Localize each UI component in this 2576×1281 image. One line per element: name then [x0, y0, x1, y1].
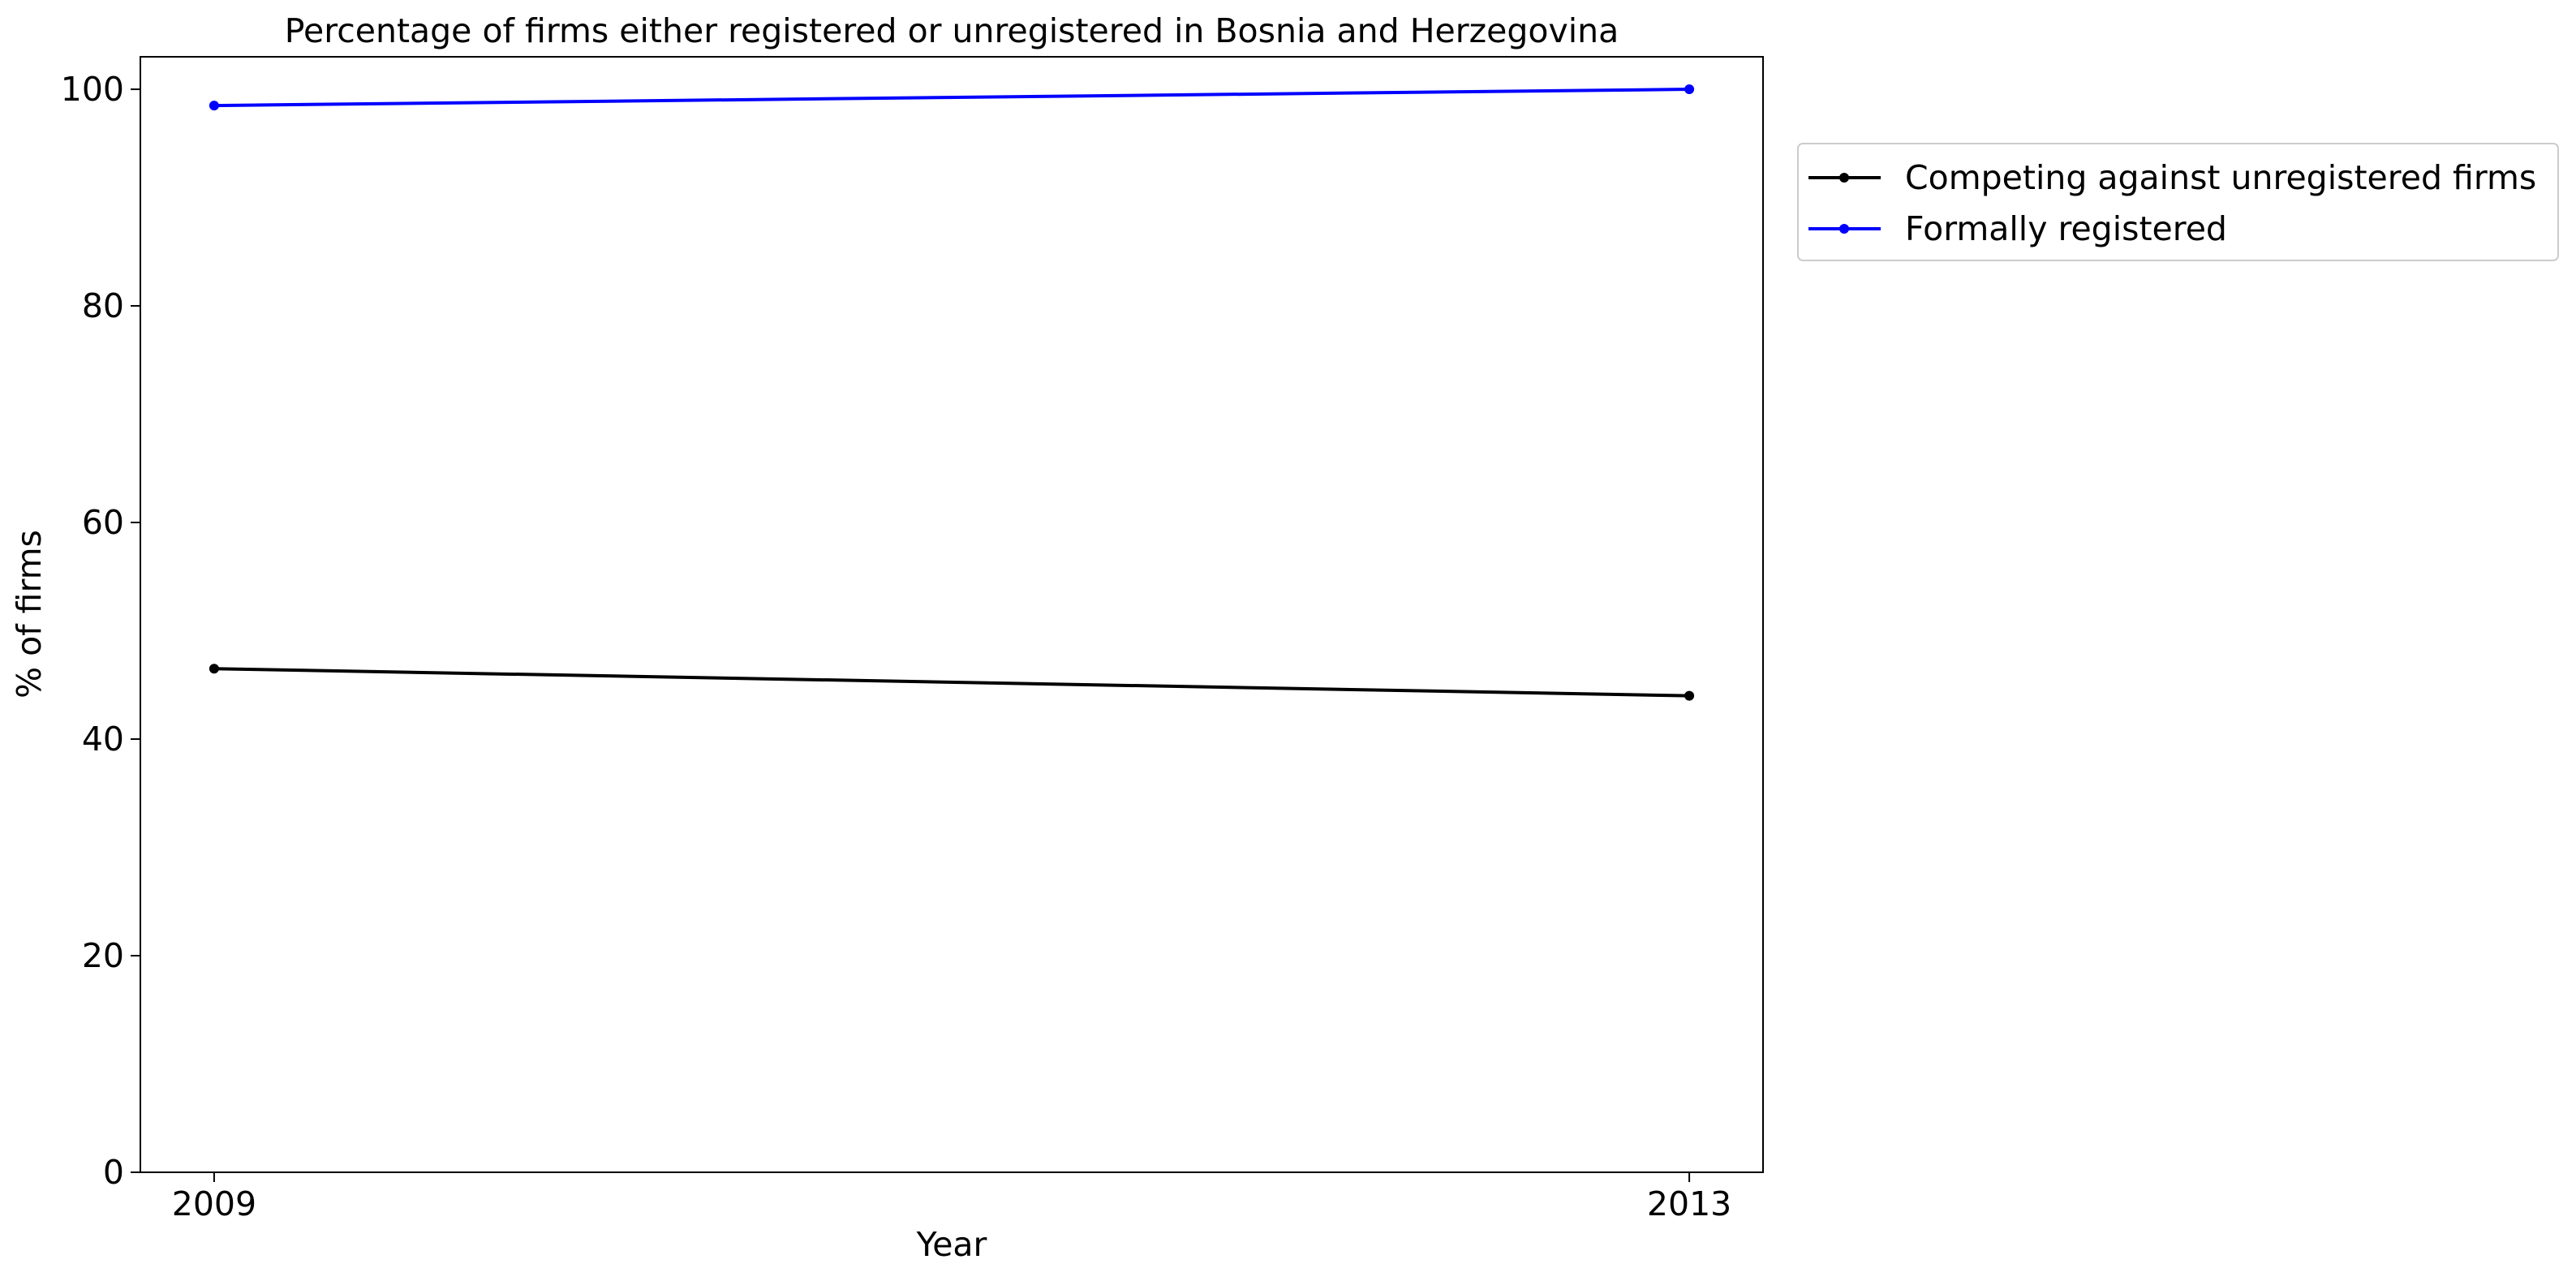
data-point: [1684, 690, 1695, 701]
data-point: [209, 664, 219, 674]
x-tick-label: 2009: [172, 1184, 256, 1223]
plot-area: [209, 84, 1695, 701]
legend-swatch-marker: [1839, 224, 1849, 234]
y-tick-label: 100: [61, 70, 124, 109]
legend-label: Formally registered: [1905, 209, 2227, 248]
legend-swatch-marker: [1839, 173, 1849, 183]
y-tick-label: 60: [82, 503, 124, 542]
series-line-1: [213, 667, 1690, 698]
x-axis-label: Year: [916, 1225, 987, 1264]
data-point: [209, 101, 219, 111]
y-tick-label: 40: [82, 720, 124, 759]
data-point: [1684, 84, 1695, 95]
x-axis: 2009 2013: [172, 1172, 1731, 1223]
y-tick-label: 0: [103, 1153, 124, 1192]
y-tick-label: 20: [82, 936, 124, 975]
y-axis: 0 20 40 60 80 100: [61, 70, 140, 1192]
plot-frame: [140, 56, 1764, 1173]
chart-title: Percentage of firms either registered or…: [285, 11, 1619, 50]
series-line-2: [213, 88, 1690, 108]
legend: Competing against unregistered firms Form…: [1797, 143, 2559, 261]
y-tick-label: 80: [82, 286, 124, 325]
legend-label: Competing against unregistered firms: [1905, 158, 2536, 197]
x-tick-label: 2013: [1647, 1184, 1731, 1223]
y-axis-label: % of firms: [10, 530, 49, 699]
legend-frame: [1797, 143, 2559, 261]
